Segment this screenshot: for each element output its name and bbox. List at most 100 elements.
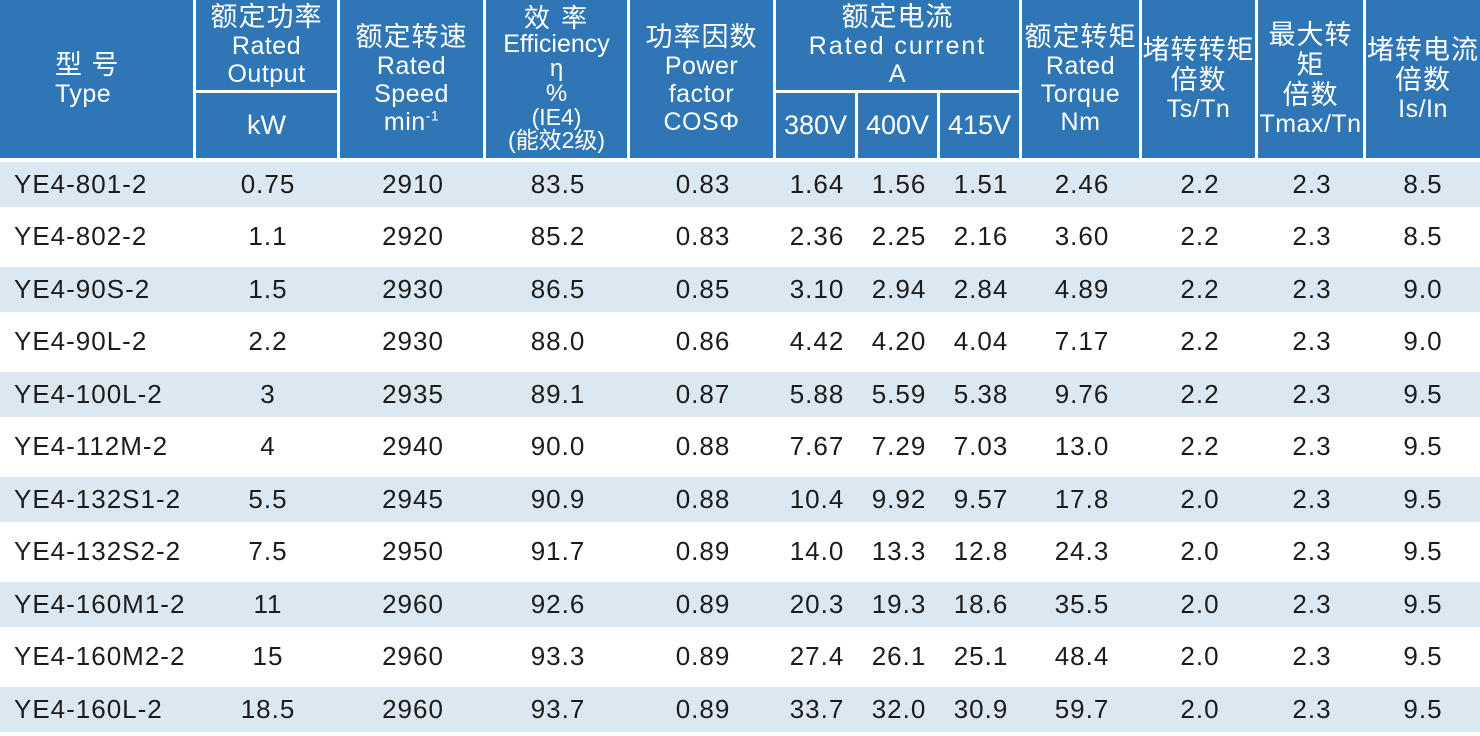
value-cell: 7.03	[940, 420, 1022, 473]
value-cell: 2940	[340, 420, 486, 473]
col-header-efficiency-note1: (IE4)	[531, 104, 582, 131]
value-cell: 13.3	[858, 525, 940, 578]
col-header-lrc-zh1: 堵转电流	[1367, 34, 1479, 65]
col-header-kw: kW	[196, 90, 340, 158]
model-cell: YE4-801-2	[0, 158, 196, 211]
value-cell: 2.3	[1258, 158, 1366, 211]
value-cell: 2.3	[1258, 368, 1366, 421]
table-header: 型 号 Type 额定功率 Rated Output 额定转速 Rated Sp…	[0, 0, 1480, 158]
col-header-400v: 400V	[858, 90, 940, 158]
model-cell: YE4-100L-2	[0, 368, 196, 421]
value-cell: 2935	[340, 368, 486, 421]
speed-unit-sup: -1	[425, 107, 440, 124]
table-row: YE4-802-2 1.1 2920 85.2 0.83 2.36 2.25 2.16 3.60…	[0, 210, 1480, 263]
value-cell: 2910	[340, 158, 486, 211]
value-cell: 2.16	[940, 210, 1022, 263]
value-cell: 2.0	[1142, 578, 1258, 631]
table-row: YE4-160M1-2 11 2960 92.6 0.89 20.3 19.3 18.6 35.…	[0, 578, 1480, 631]
value-cell: 14.0	[776, 525, 858, 578]
value-cell: 92.6	[486, 578, 630, 631]
col-header-efficiency-symbol: η	[549, 55, 564, 83]
col-header-rated-torque: 额定转矩 Rated Torque Nm	[1022, 0, 1142, 158]
model-cell: YE4-132S2-2	[0, 525, 196, 578]
value-cell: 90.0	[486, 420, 630, 473]
value-cell: 2.46	[1022, 158, 1142, 211]
value-cell: 5.38	[940, 368, 1022, 421]
value-cell: 20.3	[776, 578, 858, 631]
value-cell: 88.0	[486, 315, 630, 368]
value-cell: 0.85	[630, 263, 776, 316]
col-header-415v: 415V	[940, 90, 1022, 158]
value-cell: 2.0	[1142, 683, 1258, 736]
col-header-rated-speed-en1: Rated	[376, 52, 447, 81]
value-cell: 2.0	[1142, 630, 1258, 683]
table-row: YE4-132S2-2 7.5 2950 91.7 0.89 14.0 13.3 12.8 24…	[0, 525, 1480, 578]
value-cell: 2.3	[1258, 630, 1366, 683]
col-header-power-factor-zh: 功率因数	[645, 21, 758, 52]
value-cell: 25.1	[940, 630, 1022, 683]
value-cell: 8.5	[1366, 158, 1480, 211]
col-header-efficiency-note2: (能效2级)	[507, 127, 606, 154]
col-header-rated-current: 额定电流 Rated current A	[776, 0, 1022, 90]
col-header-lrt-zh2: 倍数	[1170, 65, 1227, 95]
model-cell: YE4-90S-2	[0, 263, 196, 316]
value-cell: 0.89	[630, 630, 776, 683]
col-header-rated-speed-zh: 额定转速	[355, 21, 468, 52]
value-cell: 90.9	[486, 473, 630, 526]
value-cell: 2960	[340, 578, 486, 631]
table-row: YE4-90S-2 1.5 2930 86.5 0.85 3.10 2.94 2.84 4.89…	[0, 263, 1480, 316]
value-cell: 3.60	[1022, 210, 1142, 263]
value-cell: 0.89	[630, 525, 776, 578]
col-header-type-en: Type	[55, 80, 112, 109]
value-cell: 0.88	[630, 420, 776, 473]
value-cell: 2930	[340, 263, 486, 316]
value-cell: 8.5	[1366, 210, 1480, 263]
table-row: YE4-132S1-2 5.5 2945 90.9 0.88 10.4 9.92 9.57 17…	[0, 473, 1480, 526]
col-header-power-factor: 功率因数 Power factor COSΦ	[630, 0, 776, 158]
col-header-rated-torque-unit: Nm	[1060, 108, 1101, 137]
value-cell: 89.1	[486, 368, 630, 421]
value-cell: 2.0	[1142, 525, 1258, 578]
value-cell: 7.5	[196, 525, 340, 578]
col-header-power-factor-en1: Power	[664, 52, 739, 81]
value-cell: 9.76	[1022, 368, 1142, 421]
col-header-power-factor-en2: factor	[668, 80, 735, 109]
value-cell: 2.3	[1258, 683, 1366, 736]
value-cell: 15	[196, 630, 340, 683]
value-cell: 7.29	[858, 420, 940, 473]
value-cell: 2.3	[1258, 473, 1366, 526]
value-cell: 48.4	[1022, 630, 1142, 683]
value-cell: 7.67	[776, 420, 858, 473]
value-cell: 2950	[340, 525, 486, 578]
value-cell: 9.5	[1366, 683, 1480, 736]
value-cell: 32.0	[858, 683, 940, 736]
value-cell: 4	[196, 420, 340, 473]
value-cell: 9.5	[1366, 630, 1480, 683]
value-cell: 0.89	[630, 578, 776, 631]
table-row: YE4-100L-2 3 2935 89.1 0.87 5.88 5.59 5.38 9.76 2…	[0, 368, 1480, 421]
value-cell: 83.5	[486, 158, 630, 211]
col-header-lrt-en: Ts/Tn	[1166, 95, 1231, 124]
value-cell: 3.10	[776, 263, 858, 316]
value-cell: 2.3	[1258, 525, 1366, 578]
value-cell: 9.0	[1366, 263, 1480, 316]
speed-unit-base: min	[383, 108, 426, 137]
col-header-efficiency-zh: 效 率	[523, 3, 590, 34]
col-header-maxt-zh1: 最大转矩	[1268, 19, 1353, 80]
value-cell: 2.36	[776, 210, 858, 263]
value-cell: 2.25	[858, 210, 940, 263]
table-body: YE4-801-2 0.75 2910 83.5 0.83 1.64 1.56 1.51 2.4…	[0, 158, 1480, 736]
value-cell: 19.3	[858, 578, 940, 631]
col-header-type-zh: 型 号	[55, 49, 120, 80]
value-cell: 93.3	[486, 630, 630, 683]
value-cell: 2.94	[858, 263, 940, 316]
value-cell: 9.5	[1366, 368, 1480, 421]
value-cell: 2.2	[1142, 263, 1258, 316]
value-cell: 2.3	[1258, 315, 1366, 368]
col-header-rated-speed-unit: min-1	[340, 108, 483, 136]
table-row: YE4-160M2-2 15 2960 93.3 0.89 27.4 26.1 25.1 48.…	[0, 630, 1480, 683]
value-cell: 1.5	[196, 263, 340, 316]
value-cell: 2960	[340, 630, 486, 683]
value-cell: 2.3	[1258, 578, 1366, 631]
col-header-rated-current-zh: 额定电流	[841, 1, 954, 32]
